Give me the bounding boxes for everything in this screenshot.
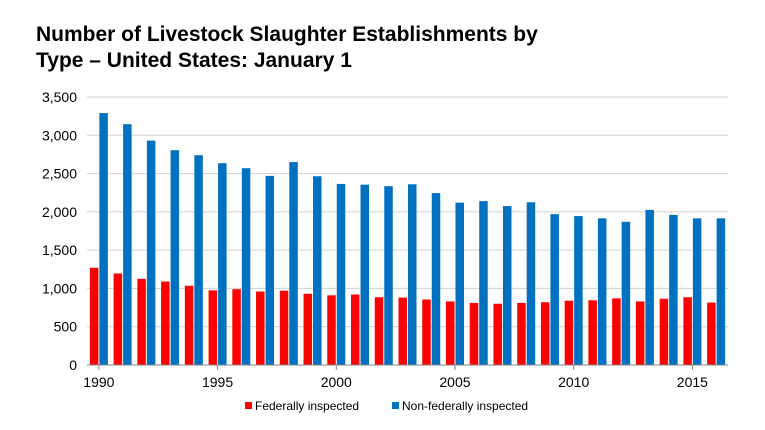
y-tick-label: 500 <box>54 319 78 335</box>
bar-non-federal <box>384 186 393 365</box>
y-tick-label: 1,000 <box>42 280 77 296</box>
legend: Federally inspected Non-federally inspect… <box>245 399 528 413</box>
x-tick-label: 2015 <box>677 374 708 390</box>
bar-federal <box>707 302 716 365</box>
bar-federal <box>588 300 597 365</box>
x-tick-label: 2010 <box>558 374 589 390</box>
bar-federal <box>517 302 526 365</box>
bar-non-federal <box>526 202 536 365</box>
y-tick-label: 3,500 <box>42 89 77 105</box>
bar-non-federal <box>241 168 251 365</box>
bar-non-federal <box>574 216 583 365</box>
bar-federal <box>137 278 146 365</box>
y-axis-ticks: 0 500 1,000 1,500 2,000 2,500 3,000 3,500 <box>42 89 77 373</box>
bar-non-federal <box>716 218 726 365</box>
y-tick-label: 1,500 <box>42 242 77 258</box>
bar-non-federal <box>692 218 702 365</box>
bar-federal <box>256 291 265 365</box>
y-tick-label: 0 <box>69 357 77 373</box>
bar-federal <box>422 299 431 365</box>
bar-non-federal <box>289 162 298 365</box>
legend-label-non-federal: Non-federally inspected <box>402 399 528 413</box>
bar-federal <box>232 289 241 365</box>
bar-federal <box>659 298 669 365</box>
bar-non-federal <box>455 202 464 365</box>
bar-non-federal <box>502 206 512 365</box>
bar-non-federal <box>550 214 559 365</box>
bar-federal <box>493 303 502 365</box>
x-tick-label: 2000 <box>321 374 352 390</box>
bar-non-federal <box>218 163 227 365</box>
bar-federal <box>540 302 550 365</box>
y-tick-label: 3,000 <box>42 127 77 143</box>
bar-non-federal <box>194 155 203 365</box>
bar-federal <box>683 297 692 365</box>
bar-federal <box>469 302 479 365</box>
bar-federal <box>279 290 289 365</box>
x-tick-label: 1990 <box>83 374 114 390</box>
bar-non-federal <box>313 176 322 365</box>
bar-non-federal <box>645 209 654 365</box>
y-tick-label: 2,500 <box>42 166 77 182</box>
bar-non-federal <box>479 201 488 365</box>
x-tick-label: 2005 <box>439 374 470 390</box>
bar-non-federal <box>99 113 108 365</box>
bar-federal <box>208 290 218 365</box>
bar-federal <box>327 295 336 365</box>
bar-non-federal <box>669 214 678 365</box>
bar-non-federal <box>408 184 417 365</box>
bar-non-federal <box>265 175 275 365</box>
gridlines <box>87 96 728 328</box>
bar-non-federal <box>123 124 132 365</box>
chart-title: Number of Livestock Slaughter Establishm… <box>36 23 538 72</box>
bar-federal <box>113 273 123 365</box>
bar-non-federal <box>621 221 631 365</box>
bar-federal <box>374 297 384 365</box>
y-tick-label: 2,000 <box>42 204 77 220</box>
bar-non-federal <box>597 218 607 365</box>
bar-federal <box>351 294 360 365</box>
bar-federal <box>89 267 99 365</box>
bar-federal <box>184 285 194 365</box>
bar-non-federal <box>431 193 441 365</box>
legend-swatch-non-federal <box>392 402 399 409</box>
bar-federal <box>398 297 407 365</box>
bars <box>89 113 726 365</box>
legend-swatch-federal <box>245 402 252 409</box>
bar-non-federal <box>336 183 346 365</box>
x-axis-ticks: 1990 1995 2000 2005 2010 2015 <box>83 365 708 390</box>
bar-federal <box>635 301 645 365</box>
bar-federal <box>445 301 455 365</box>
bar-federal <box>303 293 313 365</box>
x-tick-label: 1995 <box>202 374 233 390</box>
bar-federal <box>612 298 621 365</box>
bar-non-federal <box>360 184 370 365</box>
bar-non-federal <box>170 150 180 365</box>
bar-federal <box>161 281 170 365</box>
legend-label-federal: Federally inspected <box>255 399 359 413</box>
bar-federal <box>564 300 574 365</box>
bar-non-federal <box>146 140 156 365</box>
